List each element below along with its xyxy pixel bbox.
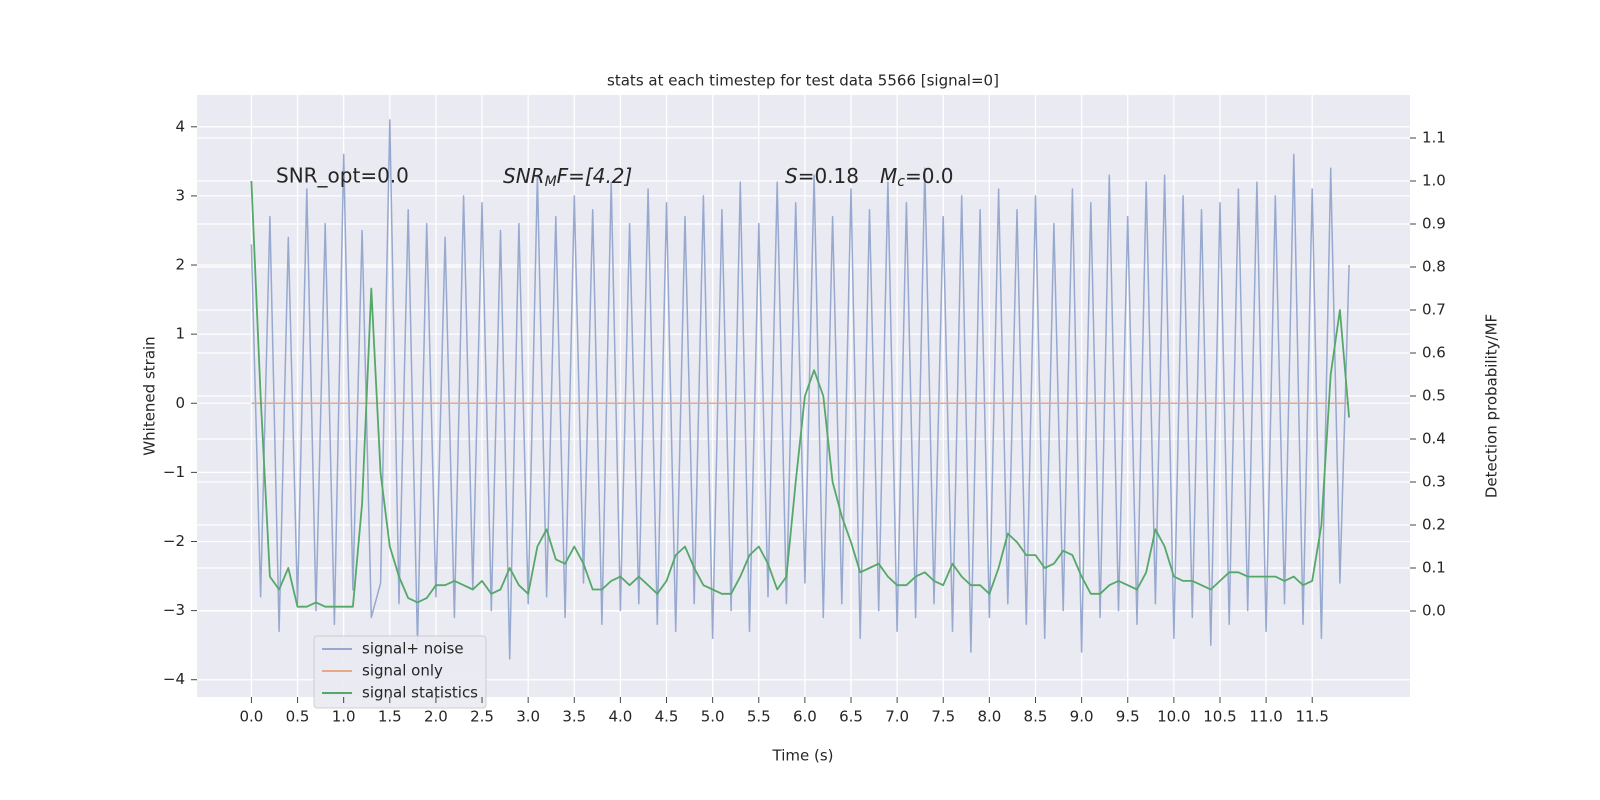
annotation-part: F=[4.2] (557, 164, 633, 188)
y-tick-label: −3 (163, 601, 185, 619)
x-tick-label: 9.5 (1116, 708, 1140, 726)
y2-tick-label: 0.4 (1422, 430, 1446, 448)
x-tick-label: 0.0 (239, 708, 263, 726)
x-tick-label: 7.5 (931, 708, 955, 726)
x-tick-label: 8.5 (1024, 708, 1048, 726)
y2-tick-label: 1.1 (1422, 129, 1446, 147)
x-tick-label: 5.5 (747, 708, 771, 726)
y2-tick-label: 0.8 (1422, 258, 1446, 276)
y2-tick-label: 0.3 (1422, 473, 1446, 491)
annotation: SNR_opt=0.0 (276, 164, 409, 188)
y-tick-label: 4 (175, 117, 185, 135)
y-tick-label: 1 (175, 325, 185, 343)
legend-label: signal+ noise (362, 640, 464, 658)
y2-tick-label: 0.6 (1422, 344, 1446, 362)
y2-tick-label: 0.1 (1422, 559, 1446, 577)
annotation-part: =0.0 (905, 164, 954, 188)
y-tick-label: −1 (163, 463, 185, 481)
annotation-part: S (785, 164, 798, 188)
x-tick-label: 7.0 (885, 708, 909, 726)
x-tick-label: 8.0 (977, 708, 1001, 726)
y2-tick-label: 0.2 (1422, 516, 1446, 534)
legend-label: signal statistics (362, 684, 478, 702)
x-tick-label: 10.5 (1203, 708, 1236, 726)
annotation-part: c (897, 174, 905, 190)
y2-tick-label: 0.0 (1422, 602, 1446, 620)
y-tick-label: 2 (175, 256, 185, 274)
x-tick-label: 0.5 (286, 708, 310, 726)
y2-tick-label: 0.9 (1422, 215, 1446, 233)
x-tick-label: 9.0 (1070, 708, 1094, 726)
series-line (250, 119, 1350, 660)
x-tick-label: 4.5 (655, 708, 679, 726)
annotation-part: M (545, 174, 557, 190)
x-tick-label: 11.0 (1249, 708, 1282, 726)
legend-label: signal only (362, 662, 443, 680)
legend-box (313, 635, 487, 709)
x-tick-label: 11.5 (1296, 708, 1329, 726)
y-axis-label: Whitened strain (141, 336, 159, 455)
y2-tick-label: 1.0 (1422, 172, 1446, 190)
x-axis-label: Time (s) (772, 747, 834, 765)
chart-title: stats at each timestep for test data 556… (607, 72, 999, 90)
annotation: SNRMF=[4.2] (503, 164, 632, 191)
y2-tick-label: 0.5 (1422, 387, 1446, 405)
y-tick-label: 3 (175, 186, 185, 204)
y-tick-label: −2 (163, 532, 185, 550)
x-tick-label: 3.5 (562, 708, 586, 726)
x-tick-label: 1.0 (332, 708, 356, 726)
x-tick-label: 6.0 (793, 708, 817, 726)
x-tick-label: 4.0 (608, 708, 632, 726)
y-tick-label: −4 (163, 670, 185, 688)
annotation-part: M (880, 164, 897, 188)
y-tick-label: 0 (175, 394, 185, 412)
y2-axis-label: Detection probability/MF (1483, 314, 1501, 498)
annotation-part: SNR (503, 164, 545, 188)
x-tick-label: 6.5 (839, 708, 863, 726)
x-tick-label: 5.0 (701, 708, 725, 726)
x-tick-label: 2.0 (424, 708, 448, 726)
series-line (250, 180, 1350, 608)
x-tick-label: 10.0 (1157, 708, 1190, 726)
annotation: Mc=0.0 (880, 164, 954, 191)
x-tick-label: 1.5 (378, 708, 402, 726)
annotation-part: =0.18 (798, 164, 859, 188)
y2-tick-label: 0.7 (1422, 301, 1446, 319)
x-tick-label: 2.5 (470, 708, 494, 726)
annotation: S=0.18 (785, 164, 859, 188)
x-tick-label: 3.0 (516, 708, 540, 726)
